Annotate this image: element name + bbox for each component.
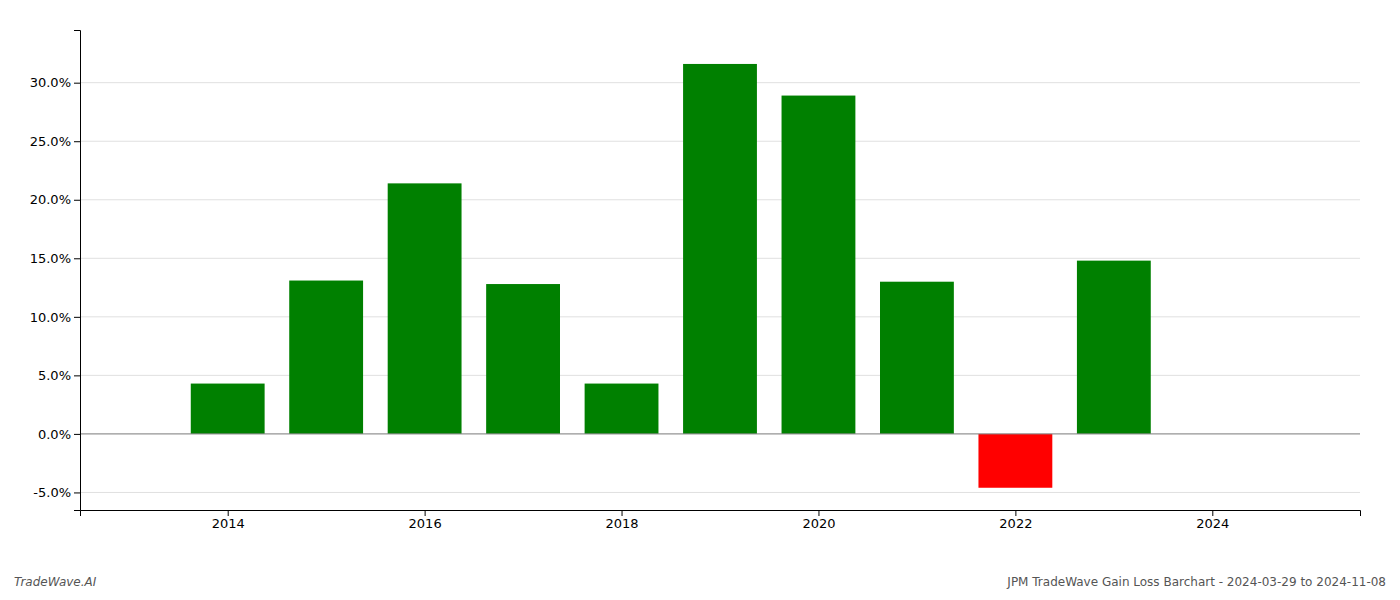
y-tick-mark: [74, 375, 80, 376]
y-tick-mark: [74, 317, 80, 318]
y-tick-mark: [74, 83, 80, 84]
y-tick-mark: [74, 492, 80, 493]
x-tick-mark: [818, 510, 819, 516]
bar: [585, 384, 659, 434]
x-tick: 2018: [605, 510, 638, 531]
x-tick: 2020: [802, 510, 835, 531]
bar: [683, 64, 757, 434]
x-tick-label: 2022: [999, 516, 1032, 531]
x-tick-label: 2020: [802, 516, 835, 531]
y-axis: -5.0% 0.0% 5.0% 10.0% 15.0% 20.0% 25.0% 30.0%: [30, 31, 81, 511]
y-tick-label: 20.0%: [30, 192, 71, 207]
y-axis-line: [74, 31, 81, 511]
x-tick-label: 2016: [409, 516, 442, 531]
bar: [978, 434, 1052, 488]
y-tick: 5.0%: [38, 368, 80, 383]
plot-area: -5.0% 0.0% 5.0% 10.0% 15.0% 20.0% 25.0% 30.0% 20…: [30, 31, 1361, 532]
x-tick-label: 2014: [212, 516, 245, 531]
title: JPM TradeWave Gain Loss Barchart - 2024-…: [1006, 575, 1386, 589]
x-tick: 2024: [1196, 510, 1229, 531]
bar: [191, 384, 265, 434]
y-tick-label: 10.0%: [30, 309, 71, 324]
x-tick: 2022: [999, 510, 1032, 531]
watermark: TradeWave.AI: [14, 575, 97, 589]
y-tick-mark: [74, 434, 80, 435]
x-tick-mark: [622, 510, 623, 516]
y-tick: 20.0%: [30, 192, 80, 207]
y-tick: -5.0%: [33, 485, 80, 500]
y-tick-mark: [74, 200, 80, 201]
y-tick-label: 0.0%: [38, 427, 71, 442]
y-tick-label: 30.0%: [30, 75, 71, 90]
y-tick: 15.0%: [30, 251, 80, 266]
x-axis: 2014 2016 2018 2020 2022 2024: [81, 510, 1361, 531]
x-axis-line: [81, 511, 1361, 517]
y-tick-mark: [74, 141, 80, 142]
x-tick-mark: [228, 510, 229, 516]
bar: [289, 281, 363, 434]
x-tick-mark: [425, 510, 426, 516]
bar: [486, 284, 560, 434]
zero-line: [80, 433, 1360, 434]
bar: [880, 282, 954, 434]
y-tick: 30.0%: [30, 75, 80, 90]
y-tick: 25.0%: [30, 134, 80, 149]
y-tick-label: 25.0%: [30, 134, 71, 149]
x-tick-label: 2024: [1196, 516, 1229, 531]
grid-line: [80, 492, 1360, 493]
y-tick: 10.0%: [30, 309, 80, 324]
x-tick: 2014: [212, 510, 245, 531]
bar: [388, 183, 462, 434]
x-tick-mark: [1015, 510, 1016, 516]
y-tick: 0.0%: [38, 427, 80, 442]
x-tick: 2016: [409, 510, 442, 531]
x-tick-label: 2018: [605, 516, 638, 531]
bar: [782, 96, 856, 434]
y-tick-label: 15.0%: [30, 251, 71, 266]
y-tick-mark: [74, 258, 80, 259]
chart: -5.0% 0.0% 5.0% 10.0% 15.0% 20.0% 25.0% 30.0% 20…: [0, 0, 1400, 600]
y-tick-label: -5.0%: [33, 485, 71, 500]
bar: [1077, 261, 1151, 434]
bars: [191, 64, 1151, 488]
y-tick-label: 5.0%: [38, 368, 71, 383]
grid-line: [80, 433, 1360, 434]
x-tick-mark: [1212, 510, 1213, 516]
